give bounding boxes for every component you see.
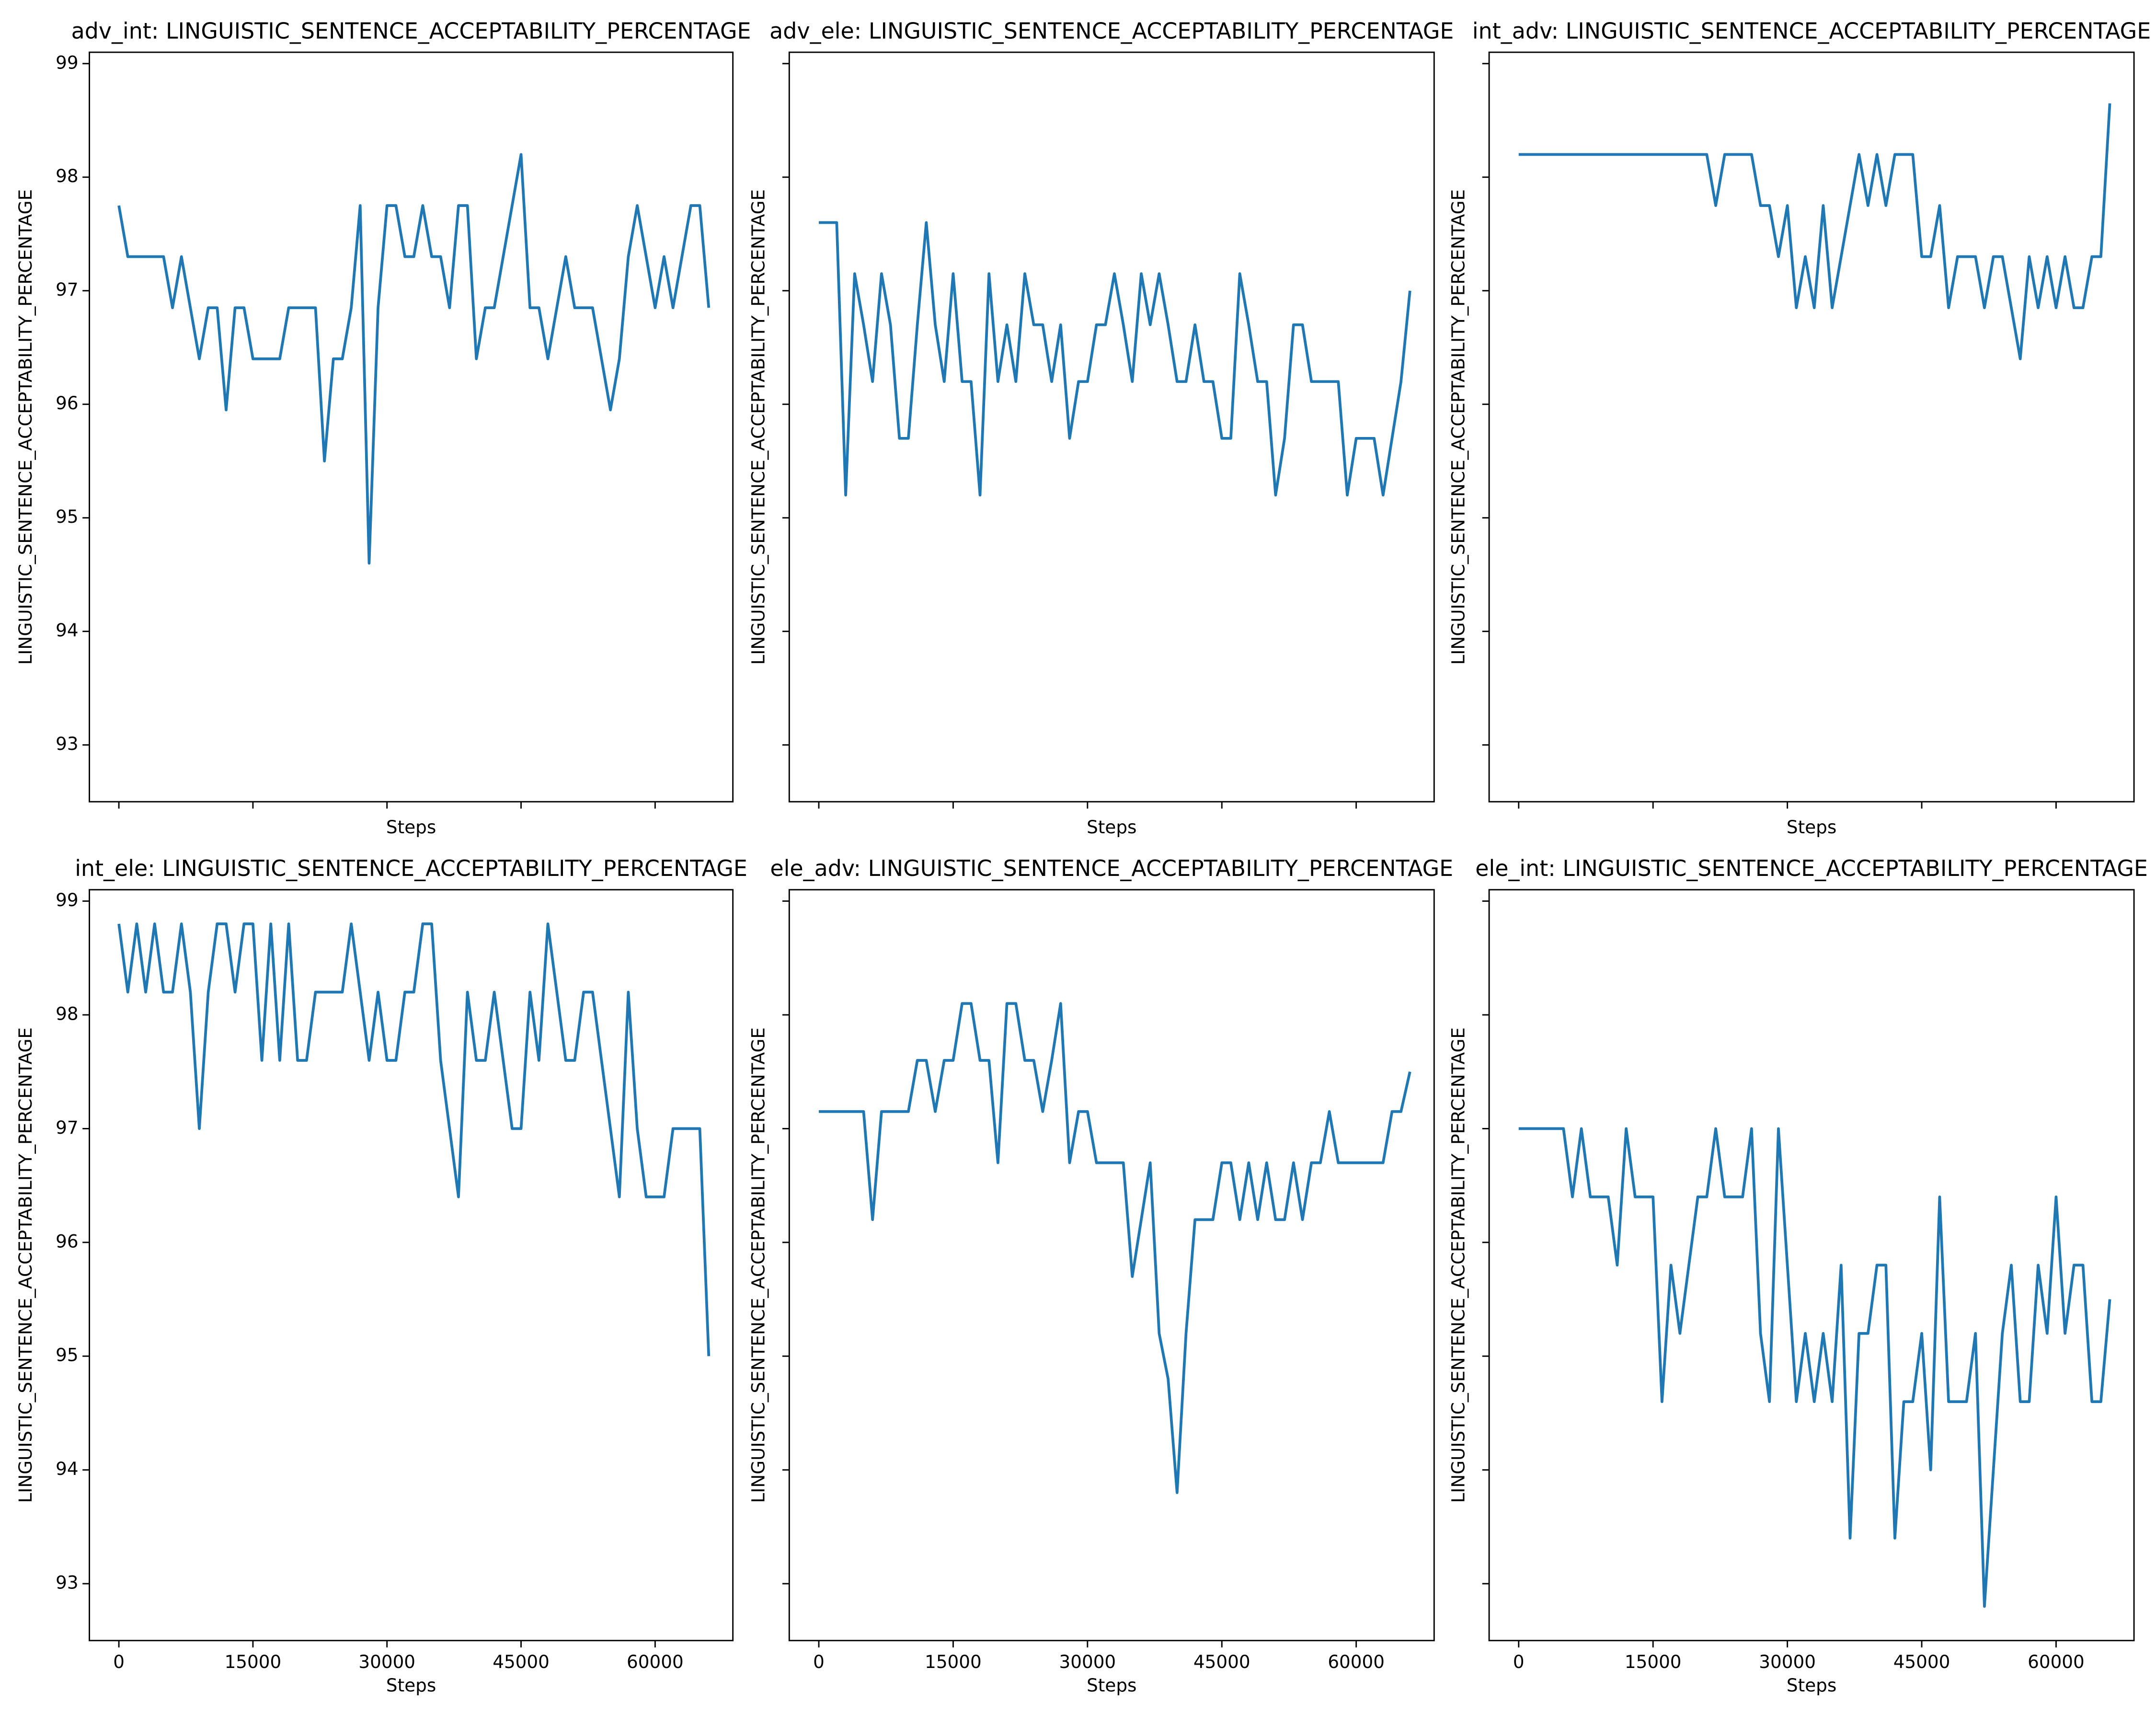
- plot-area: [89, 52, 733, 802]
- y-tick-label: 93: [56, 733, 78, 754]
- chart-title: int_adv: LINGUISTIC_SENTENCE_ACCEPTABILI…: [1472, 18, 2151, 44]
- line-series: [819, 221, 1411, 497]
- y-tick-label: 98: [56, 165, 78, 186]
- plot-area: [89, 889, 733, 1641]
- plot-area: [789, 889, 1434, 1641]
- x-tick-label: 0: [813, 1651, 825, 1672]
- line-series: [117, 153, 711, 565]
- y-tick-label: 97: [56, 1117, 78, 1138]
- chart-title: ele_int: LINGUISTIC_SENTENCE_ACCEPTABILI…: [1475, 855, 2148, 881]
- axes-frame: [788, 889, 1435, 1642]
- x-tick-label: 15000: [225, 1651, 282, 1672]
- axes-frame: [788, 51, 1435, 803]
- y-tick-label: 93: [56, 1572, 78, 1593]
- axes-frame: [1488, 51, 2135, 803]
- x-axis-label: Steps: [386, 1675, 436, 1696]
- x-tick-label: 60000: [627, 1651, 684, 1672]
- y-tick-label: 98: [56, 1003, 78, 1024]
- y-axis-label: LINGUISTIC_SENTENCE_ACCEPTABILITY_PERCEN…: [15, 1027, 36, 1503]
- axes-frame: [89, 889, 734, 1642]
- x-tick-label: 0: [1513, 1651, 1525, 1672]
- y-tick-label: 99: [56, 52, 78, 73]
- x-tick-label: 60000: [2028, 1651, 2085, 1672]
- x-axis-label: Steps: [1087, 816, 1136, 838]
- y-axis-label: LINGUISTIC_SENTENCE_ACCEPTABILITY_PERCEN…: [15, 189, 36, 665]
- y-tick-label: 94: [56, 620, 78, 641]
- axes-frame: [89, 51, 734, 803]
- x-tick-label: 15000: [1625, 1651, 1682, 1672]
- x-tick-label: 30000: [358, 1651, 415, 1672]
- x-tick-label: 60000: [1328, 1651, 1385, 1672]
- y-axis-label: LINGUISTIC_SENTENCE_ACCEPTABILITY_PERCEN…: [1447, 189, 1468, 665]
- plot-area: [1489, 889, 2134, 1641]
- y-tick-label: 94: [56, 1458, 78, 1479]
- x-axis-label: Steps: [1087, 1675, 1136, 1696]
- y-tick-label: 95: [56, 506, 78, 527]
- x-axis-label: Steps: [1787, 1675, 1836, 1696]
- x-tick-label: 0: [113, 1651, 125, 1672]
- y-axis-label: LINGUISTIC_SENTENCE_ACCEPTABILITY_PERCEN…: [1447, 1027, 1468, 1503]
- x-tick-label: 45000: [1193, 1651, 1250, 1672]
- y-tick-label: 96: [56, 1230, 78, 1252]
- chart-title: int_ele: LINGUISTIC_SENTENCE_ACCEPTABILI…: [75, 855, 747, 881]
- axes-frame: [1488, 889, 2135, 1642]
- x-tick-label: 45000: [493, 1651, 550, 1672]
- plot-area: [789, 52, 1434, 802]
- y-tick-label: 95: [56, 1345, 78, 1366]
- chart-title: ele_adv: LINGUISTIC_SENTENCE_ACCEPTABILI…: [770, 855, 1453, 881]
- x-tick-label: 30000: [1759, 1651, 1816, 1672]
- line-series: [1518, 1127, 2111, 1608]
- line-series: [819, 1002, 1411, 1495]
- plot-area: [1489, 52, 2134, 802]
- x-tick-label: 15000: [925, 1651, 982, 1672]
- x-tick-label: 30000: [1059, 1651, 1116, 1672]
- y-tick-label: 99: [56, 889, 78, 910]
- x-axis-label: Steps: [1787, 816, 1836, 838]
- y-tick-label: 97: [56, 279, 78, 300]
- chart-title: adv_int: LINGUISTIC_SENTENCE_ACCEPTABILI…: [71, 18, 751, 44]
- x-tick-label: 45000: [1893, 1651, 1950, 1672]
- line-series: [117, 922, 711, 1357]
- line-series: [1518, 103, 2111, 360]
- x-axis-label: Steps: [386, 816, 436, 838]
- y-axis-label: LINGUISTIC_SENTENCE_ACCEPTABILITY_PERCEN…: [748, 189, 769, 665]
- y-tick-label: 96: [56, 392, 78, 414]
- chart-title: adv_ele: LINGUISTIC_SENTENCE_ACCEPTABILI…: [769, 18, 1454, 44]
- y-axis-label: LINGUISTIC_SENTENCE_ACCEPTABILITY_PERCEN…: [748, 1027, 769, 1503]
